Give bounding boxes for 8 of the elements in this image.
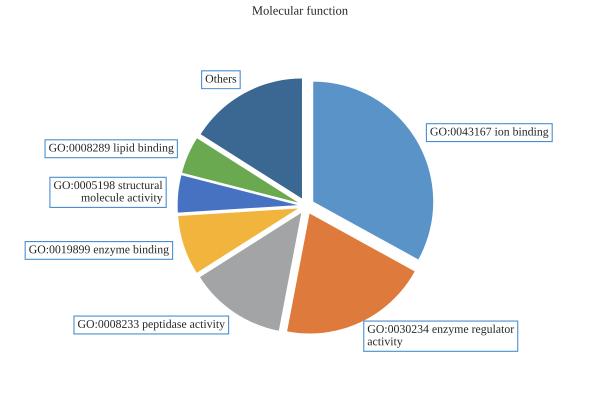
chart-title: Molecular function: [252, 6, 348, 15]
slice-label: GO:0019899 enzyme binding: [29, 245, 169, 256]
slice-label: GO:0008289 lipid binding: [49, 143, 174, 154]
slice-label: GO:0030234 enzyme regulator activity: [368, 324, 514, 348]
slice-label: GO:0008233 peptidase activity: [78, 320, 226, 330]
slice-label: Others: [206, 74, 236, 83]
slice-label: GO:0005198 structural molecule activity: [54, 180, 163, 204]
slice-label: GO:0043167 ion binding: [430, 127, 548, 138]
